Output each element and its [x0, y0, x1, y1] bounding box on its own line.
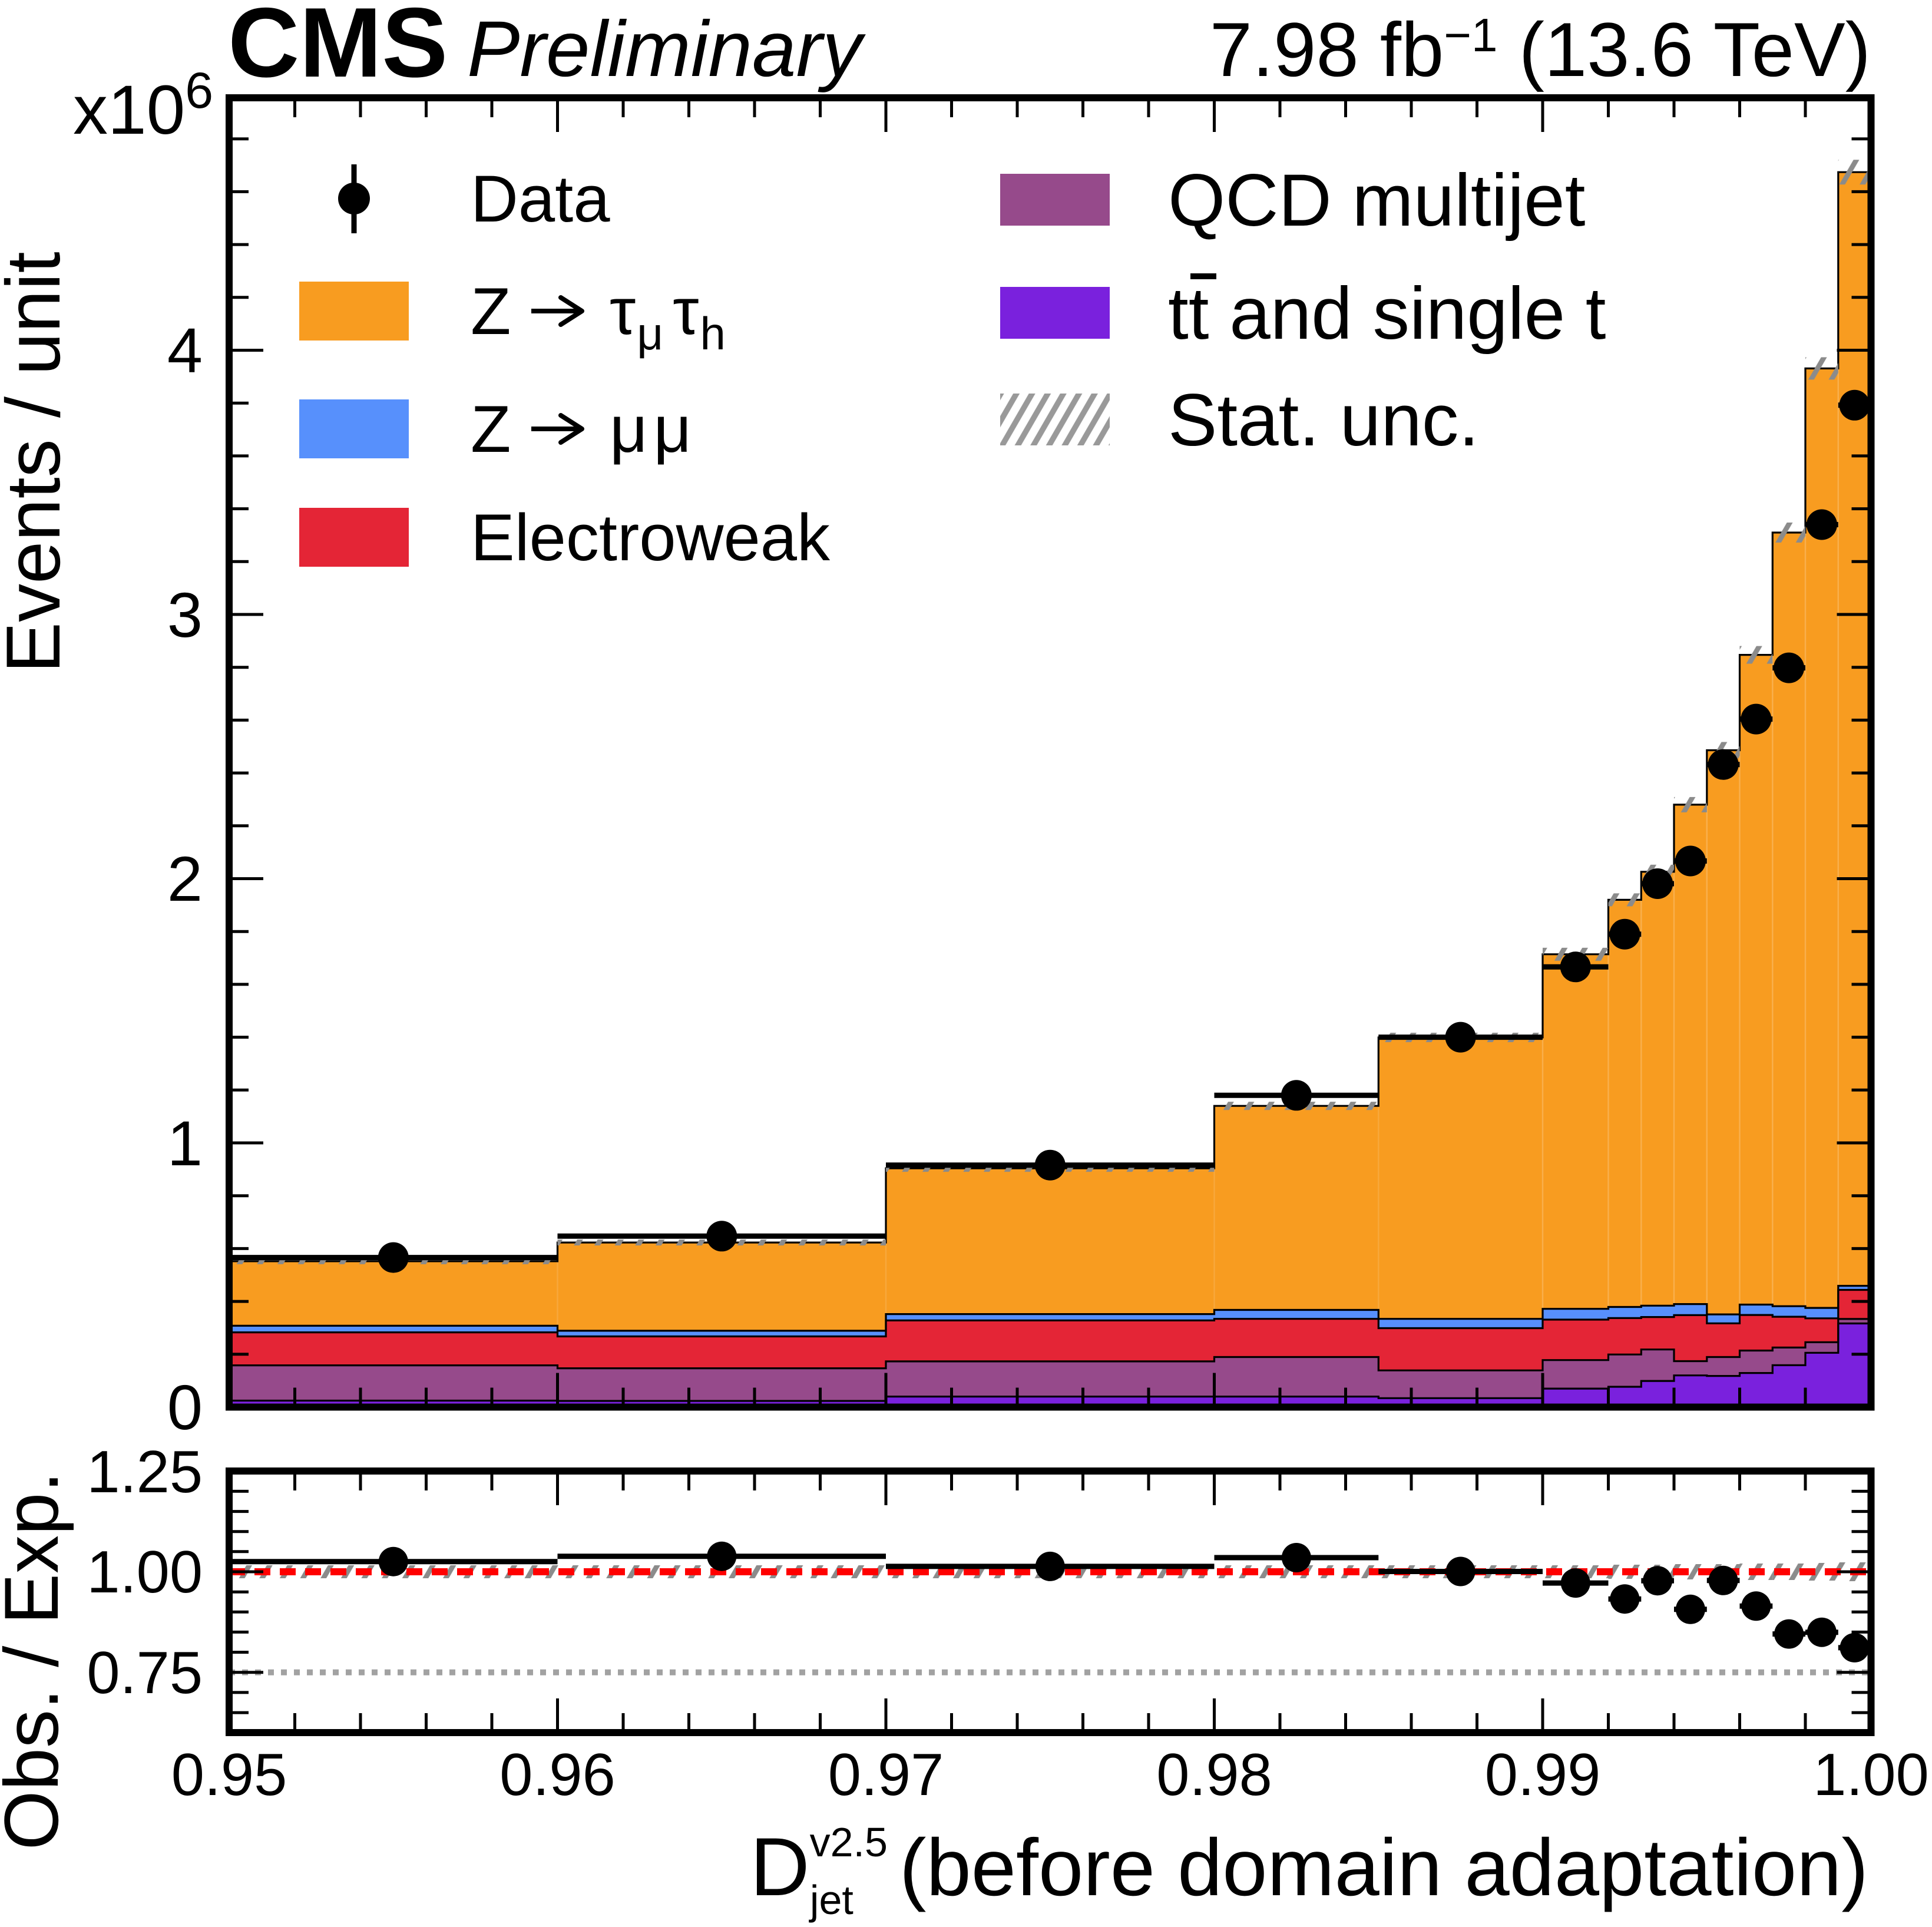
svg-text:0.96: 0.96	[499, 1742, 616, 1808]
svg-text:0.95: 0.95	[171, 1742, 287, 1808]
svg-text:Stat. unc.: Stat. unc.	[1168, 379, 1479, 461]
svg-text:Electroweak: Electroweak	[471, 501, 831, 574]
svg-text:0: 0	[167, 1371, 203, 1443]
svg-text:Events / unit: Events / unit	[0, 252, 76, 673]
svg-text:1.00: 1.00	[87, 1539, 203, 1605]
svg-text:Preliminary: Preliminary	[467, 5, 866, 93]
svg-text:tt and single t: tt and single t	[1168, 273, 1606, 355]
svg-text:3: 3	[167, 579, 203, 650]
svg-text:0.97: 0.97	[828, 1742, 944, 1808]
svg-text:QCD multijet: QCD multijet	[1168, 160, 1585, 242]
svg-text:1.00: 1.00	[1813, 1742, 1929, 1808]
svg-text:0.75: 0.75	[87, 1640, 203, 1706]
svg-text:2: 2	[167, 843, 203, 914]
svg-text:Data: Data	[471, 162, 610, 236]
svg-text:7.98 fb−1 (13.6 TeV): 7.98 fb−1 (13.6 TeV)	[1210, 6, 1871, 92]
svg-text:0.99: 0.99	[1485, 1742, 1601, 1808]
svg-text:0.98: 0.98	[1156, 1742, 1272, 1808]
svg-text:Obs. / Exp.: Obs. / Exp.	[0, 1471, 74, 1850]
svg-text:4: 4	[167, 315, 203, 386]
svg-text:Z: Z	[471, 275, 511, 348]
svg-text:Z: Z	[471, 392, 511, 466]
svg-text:1.25: 1.25	[87, 1439, 203, 1505]
svg-text:1: 1	[167, 1108, 203, 1179]
svg-text:CMS: CMS	[228, 0, 448, 98]
